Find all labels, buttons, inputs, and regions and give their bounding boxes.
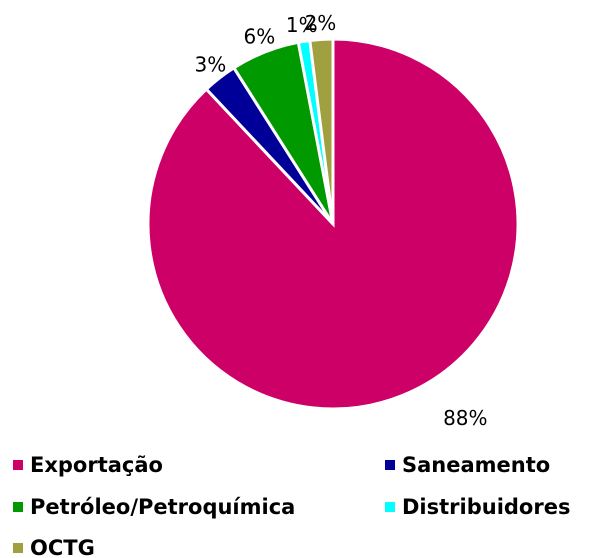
data-label: 1% xyxy=(286,13,318,37)
data-label: 3% xyxy=(195,52,227,76)
legend-label: Petróleo/Petroquímica xyxy=(30,495,295,519)
legend-marker xyxy=(385,502,395,512)
data-label: 88% xyxy=(443,406,487,430)
data-label: 6% xyxy=(244,25,276,49)
legend-label: Saneamento xyxy=(402,453,550,477)
legend-marker xyxy=(13,460,23,470)
legend-marker xyxy=(385,460,395,470)
legend-marker xyxy=(13,543,23,553)
data-label: 2% xyxy=(305,11,337,35)
legend-marker xyxy=(13,502,23,512)
legend-label: Distribuidores xyxy=(402,495,570,519)
legend-label: OCTG xyxy=(30,536,95,558)
pie-slice xyxy=(308,37,335,225)
legend-label: Exportação xyxy=(30,453,163,477)
